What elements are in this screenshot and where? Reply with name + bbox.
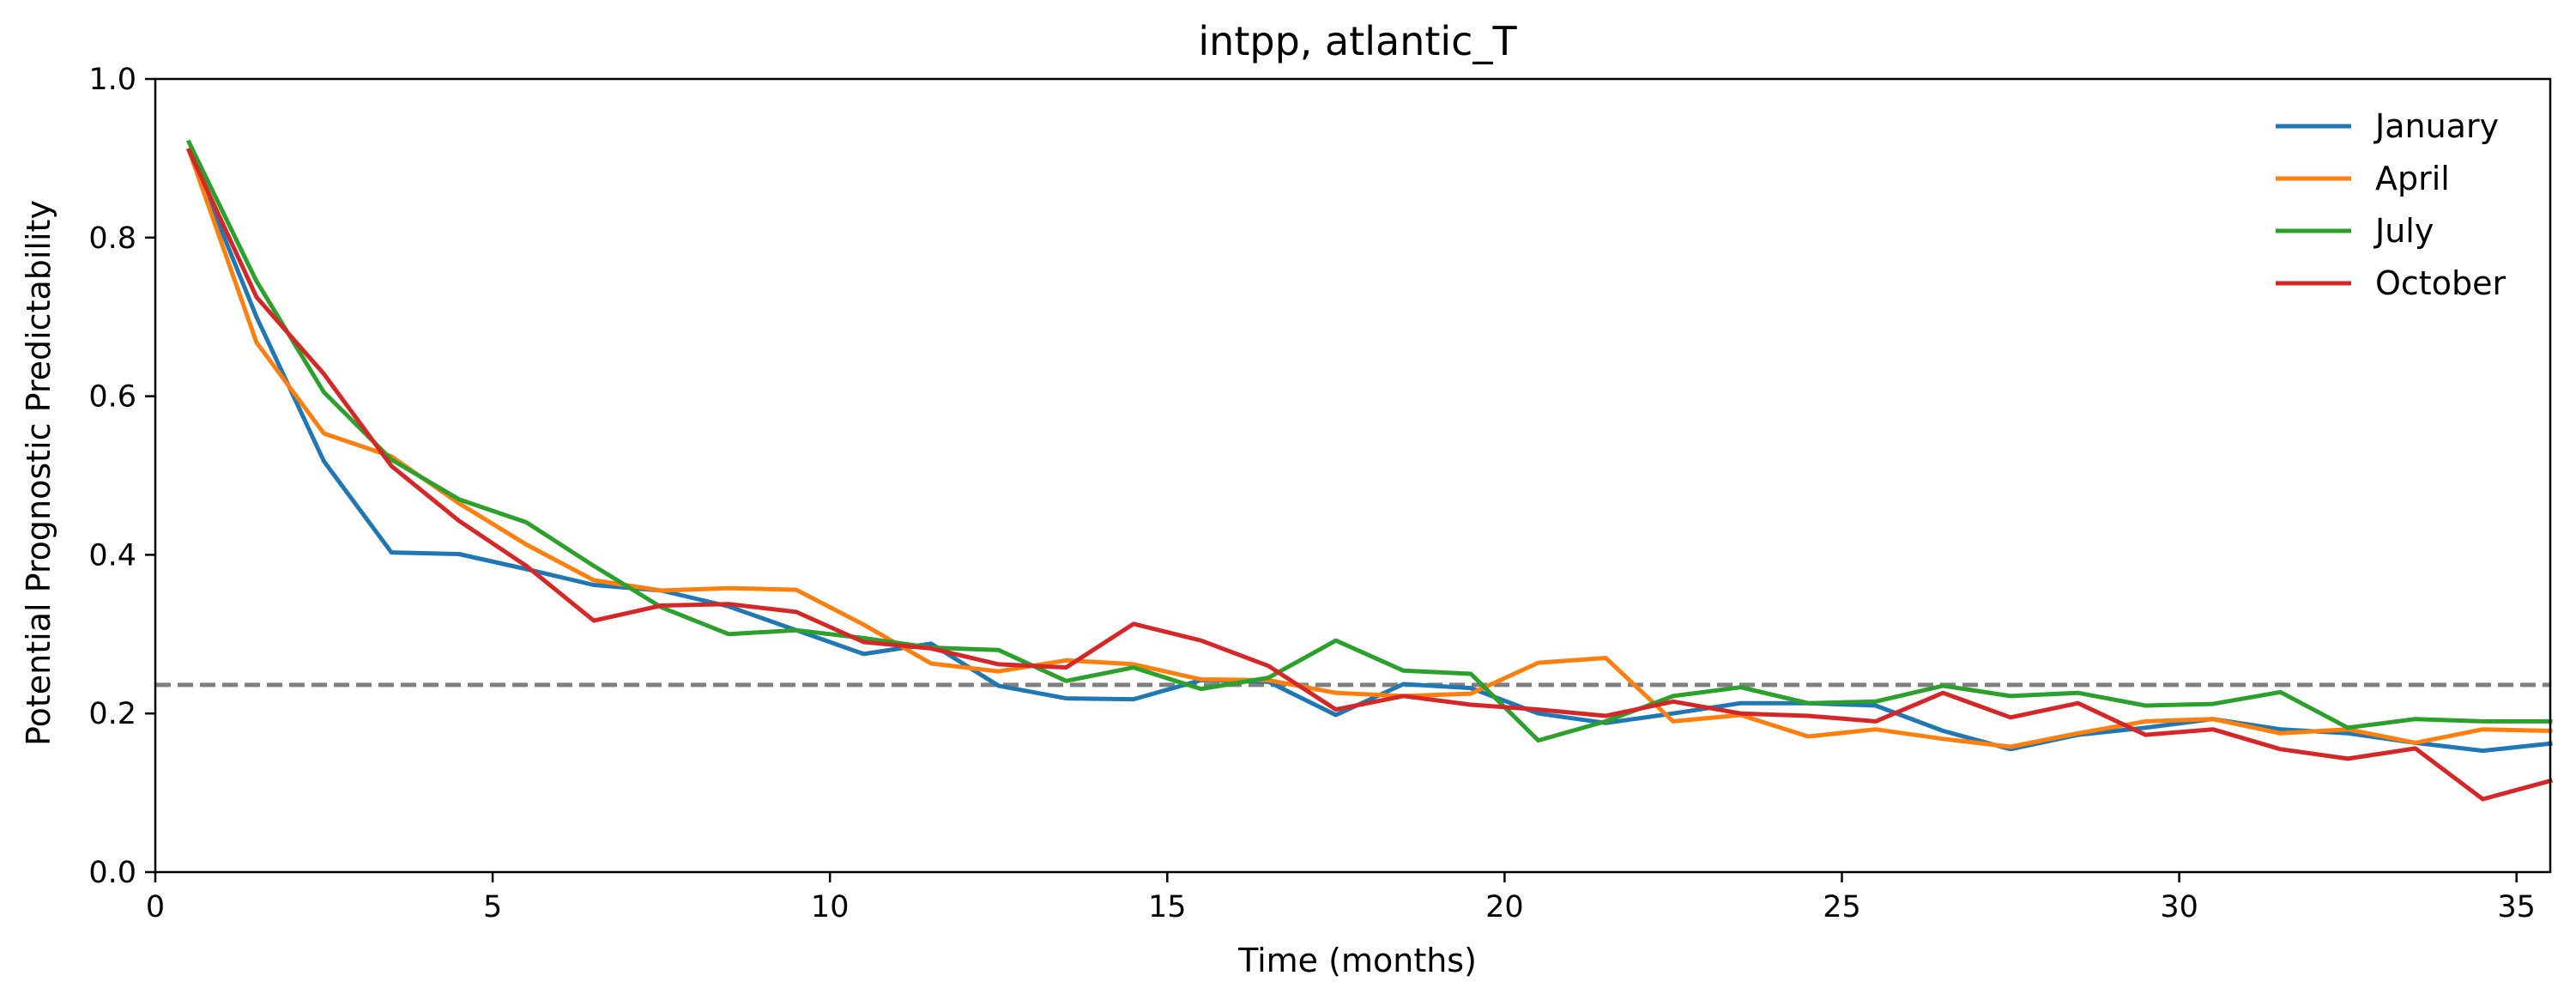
x-tick-label: 0 xyxy=(146,890,165,924)
legend-label-april: April xyxy=(2375,160,2450,197)
y-tick-label: 0.8 xyxy=(88,221,136,256)
x-tick-label: 30 xyxy=(2160,890,2198,924)
x-tick-label: 15 xyxy=(1148,890,1187,924)
chart-title: intpp, atlantic_T xyxy=(1198,18,1517,64)
y-tick-label: 0.6 xyxy=(88,380,136,415)
x-tick-label: 10 xyxy=(811,890,850,924)
axes-frame xyxy=(154,77,2552,874)
legend-label-january: January xyxy=(2373,107,2499,145)
y-tick-label: 0.0 xyxy=(88,856,136,890)
legend-label-july: July xyxy=(2373,212,2434,250)
series-line-october xyxy=(185,147,2554,802)
x-tick-label: 20 xyxy=(1485,890,1524,924)
y-tick-label: 0.4 xyxy=(88,538,136,573)
legend: January April July October xyxy=(2276,107,2506,302)
x-tick-label: 25 xyxy=(1823,890,1861,924)
x-tick-label: 5 xyxy=(483,890,502,924)
y-tick-label: 1.0 xyxy=(88,63,136,97)
y-axis-label: Potential Prognostic Predictability xyxy=(20,200,57,746)
x-axis-label: Time (months) xyxy=(1237,942,1477,979)
series-line-january xyxy=(186,147,2553,754)
x-tick-label: 35 xyxy=(2497,890,2536,924)
legend-label-october: October xyxy=(2375,264,2506,302)
series-line-april xyxy=(186,148,2553,749)
plot-area: 0 5 10 15 20 25 30 35 0.0 0.2 0.4 0.6 0.8 1.0 xyxy=(88,63,2554,924)
series-line-july xyxy=(185,139,2553,743)
y-tick-label: 0.2 xyxy=(88,697,136,731)
